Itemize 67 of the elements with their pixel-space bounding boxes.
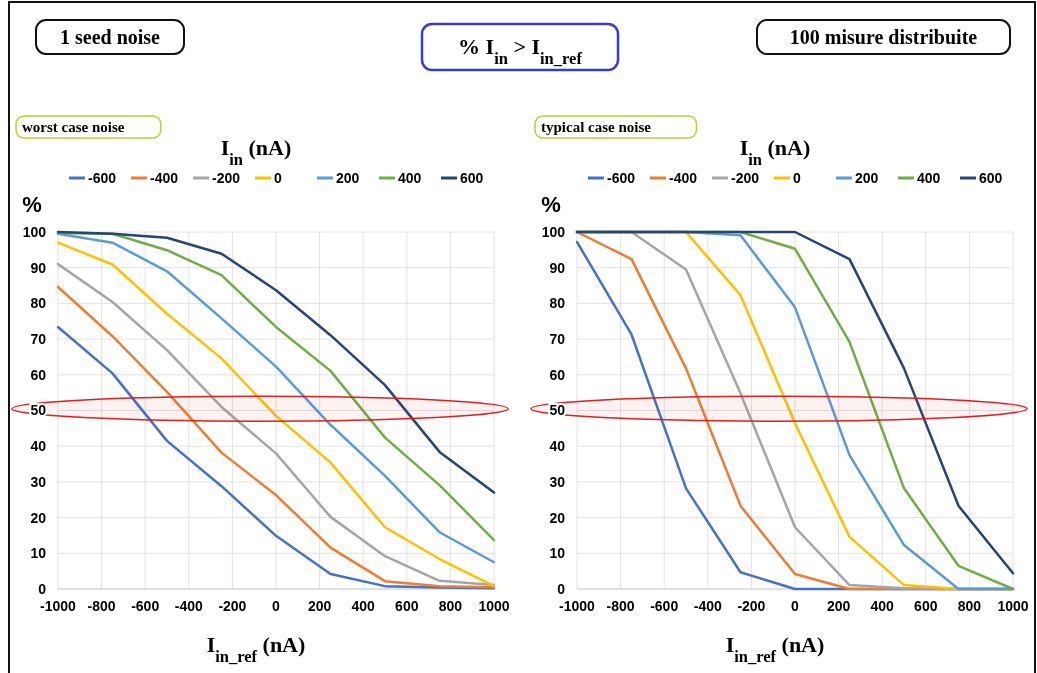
y-tick-label: 100 (22, 223, 47, 240)
x-tick-label: 800 (438, 598, 463, 614)
x-tick-label: 1000 (478, 598, 510, 614)
y-tick-label: 0 (38, 580, 47, 597)
x-tick-label: -200 (737, 598, 766, 614)
legend-label: -200 (731, 169, 760, 186)
y-tick-label: 30 (30, 473, 47, 490)
legend-label: -200 (212, 169, 241, 186)
x-axis-title: I$_{in_ref}$ (nA) (206, 632, 306, 666)
legend-label: 600 (979, 169, 1003, 186)
legend-label: 600 (460, 169, 484, 186)
text: 100 misure distribuite (789, 26, 978, 48)
y-tick-label: 70 (30, 331, 47, 347)
y-tick-label: 30 (549, 473, 566, 490)
x-tick-label: 400 (351, 598, 376, 614)
x-axis-title: I$_{in_ref}$ (nA) (725, 632, 825, 666)
legend-title: I$_{in}$ (nA) (220, 135, 292, 169)
y-tick-label: 20 (30, 509, 47, 526)
y-tick-label: 90 (549, 259, 566, 276)
x-tick-label: -400 (174, 598, 204, 614)
y-tick-label: 20 (549, 509, 566, 526)
y-tick-label: 90 (30, 259, 47, 276)
x-tick-label: -200 (218, 598, 247, 614)
x-tick-label: -1000 (40, 598, 77, 614)
x-tick-label: -600 (650, 598, 679, 614)
x-tick-label: -800 (87, 598, 116, 614)
y-tick-label: 60 (30, 366, 47, 383)
legend-label: 200 (855, 169, 879, 186)
y-tick-label: 70 (549, 331, 566, 347)
y-tick-label: 10 (30, 545, 47, 562)
legend-label: 0 (793, 169, 801, 186)
x-tick-label: 400 (870, 598, 895, 614)
y-axis-title: % (541, 192, 561, 217)
x-tick-label: -800 (606, 598, 635, 614)
text: 1 seed noise (60, 26, 161, 48)
legend-label: 0 (274, 169, 282, 186)
y-tick-label: 10 (549, 545, 566, 562)
legend-label: -400 (150, 169, 179, 186)
x-tick-label: -600 (131, 598, 160, 614)
legend-label: -600 (88, 169, 117, 186)
y-tick-label: 80 (549, 295, 566, 312)
x-tick-label: 1000 (997, 598, 1029, 614)
chart-subtitle: typical case noise (541, 119, 652, 135)
legend-label: -600 (607, 169, 636, 186)
chart-title: % I$_{in}$ > I$_{in_ref}$ (458, 34, 583, 68)
legend-label: 400 (398, 169, 422, 186)
legend-label: 400 (917, 169, 941, 186)
y-tick-label: 40 (549, 438, 566, 455)
y-axis-title: % (22, 192, 42, 217)
legend-label: 200 (336, 169, 360, 186)
y-tick-label: 80 (30, 295, 47, 312)
legend-title: I$_{in}$ (nA) (739, 135, 811, 169)
chart-subtitle: worst case noise (22, 119, 125, 135)
x-tick-label: -1000 (559, 598, 596, 614)
x-tick-label: 0 (272, 598, 281, 614)
x-tick-label: 0 (791, 598, 800, 614)
x-tick-label: 600 (395, 598, 419, 614)
x-tick-label: 200 (307, 598, 332, 614)
y-tick-label: 60 (549, 366, 566, 383)
legend-label: -400 (669, 169, 698, 186)
x-tick-label: -400 (693, 598, 723, 614)
x-tick-label: 800 (957, 598, 982, 614)
y-tick-label: 100 (541, 223, 566, 240)
y-tick-label: 0 (557, 580, 566, 597)
y-tick-label: 40 (30, 438, 47, 455)
x-tick-label: 200 (826, 598, 851, 614)
x-tick-label: 600 (914, 598, 938, 614)
